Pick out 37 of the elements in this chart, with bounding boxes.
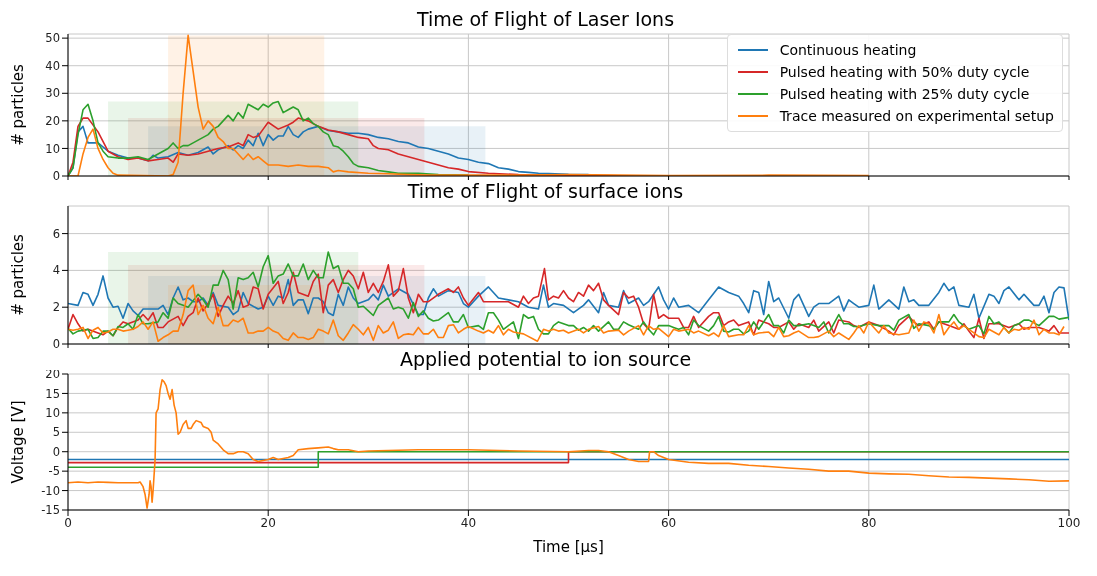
y-tick-label: 50 <box>45 31 60 46</box>
y-tick-label: -5 <box>48 464 60 479</box>
y-axis-title: Voltage [V] <box>9 400 28 484</box>
y-tick-label: 40 <box>45 58 60 73</box>
y-tick-label: -15 <box>41 503 60 518</box>
y-axis-title: # particles <box>9 63 28 146</box>
y-tick-label: 0 <box>52 337 60 352</box>
y-tick-label: 20 <box>45 113 60 128</box>
line-series <box>68 284 1065 343</box>
y-tick-label: 2 <box>52 300 60 315</box>
y-tick-label: 30 <box>45 86 60 101</box>
chart-title: Time of Flight of Laser Ions <box>415 8 676 30</box>
y-tick-label: 10 <box>45 141 60 156</box>
y-tick-label: 0 <box>52 169 60 184</box>
y-tick-label: 4 <box>52 263 60 278</box>
legend-label: Continuous heating <box>779 41 917 60</box>
chart-title: Applied potential to ion source <box>399 348 692 370</box>
legend-label: Pulsed heating with 25% duty cycle <box>779 85 1030 104</box>
y-tick-label: 5 <box>52 425 60 440</box>
y-tick-label: 20 <box>45 367 60 382</box>
x-axis-title: Time [μs] <box>532 538 604 556</box>
y-tick-label: 0 <box>52 444 60 459</box>
line-series <box>68 275 1069 321</box>
y-axis-title: # particles <box>9 233 28 316</box>
y-tick-label: 15 <box>45 386 60 401</box>
x-tick-label: 40 <box>460 515 477 530</box>
x-tick-label: 80 <box>861 515 877 530</box>
x-tick-label: 20 <box>260 515 276 530</box>
legend-label: Trace measured on experimental setup <box>779 107 1054 126</box>
y-tick-label: -10 <box>41 483 60 498</box>
y-tick-label: 10 <box>45 405 60 420</box>
chart-title: Time of Flight of surface ions <box>407 180 684 202</box>
x-tick-label: 60 <box>660 515 677 530</box>
y-tick-label: 6 <box>52 226 60 241</box>
x-tick-label: 0 <box>64 515 72 530</box>
x-tick-label: 100 <box>1057 515 1081 530</box>
legend-label: Pulsed heating with 50% duty cycle <box>779 63 1030 82</box>
